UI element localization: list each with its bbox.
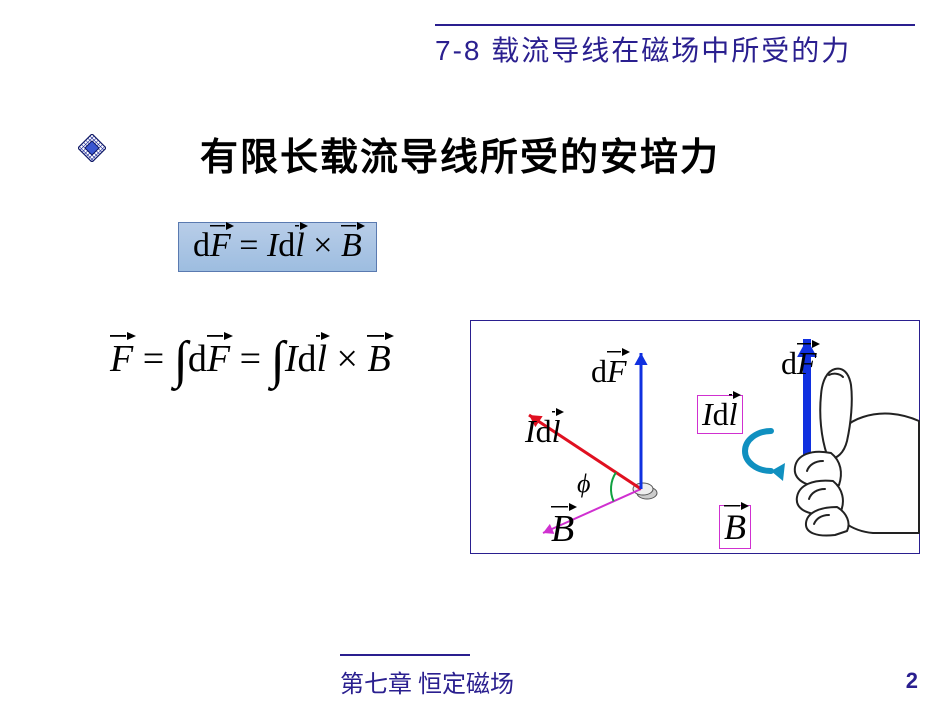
bullet-icon [78, 134, 106, 162]
eq2-eq2: = [230, 338, 270, 380]
eq1-I: I [267, 227, 278, 264]
label-B-box: B [719, 505, 751, 549]
label-Idl-left: Idl [525, 413, 561, 450]
eq1-l: l [295, 227, 304, 264]
eq2-eq1: = [133, 338, 173, 380]
eq1-d2: d [278, 227, 295, 264]
vector-diagram: dF Idl ϕ B Idl B dF [470, 320, 920, 554]
equation-2: F = ∫dF = ∫Idl × B [110, 325, 391, 384]
eq2-times: × [327, 338, 367, 380]
eq2-F2: F [207, 338, 230, 380]
eq1-F: F [210, 227, 231, 264]
section-header: 7-8 载流导线在磁场中所受的力 [435, 24, 915, 72]
eq2-d2: d [297, 338, 316, 380]
eq2-I: I [285, 338, 298, 380]
eq1-eq: = [231, 227, 267, 264]
slide-title: 有限长载流导线所受的安培力 [200, 126, 720, 181]
equation-1: dF = Idl × B [178, 222, 377, 272]
footer-text: 第七章 恒定磁场 [340, 664, 514, 699]
header-rule [435, 24, 915, 26]
eq1-d: d [193, 227, 210, 264]
eq2-l: l [316, 338, 327, 380]
header-text: 7-8 载流导线在磁场中所受的力 [435, 30, 915, 72]
eq2-F: F [110, 338, 133, 380]
label-dF-left: dF [591, 353, 627, 390]
label-Idl-box: Idl [697, 395, 743, 434]
eq1-times: × [305, 227, 341, 264]
label-B-left: B [551, 507, 574, 551]
eq1-B: B [341, 227, 362, 264]
eq2-int1: ∫ [174, 332, 188, 389]
eq2-d1: d [188, 338, 207, 380]
page-number: 2 [906, 668, 918, 694]
label-phi: ϕ [577, 469, 590, 499]
eq2-B: B [367, 338, 390, 380]
hand-drawing [751, 361, 921, 551]
footer-rule [340, 654, 470, 656]
eq2-int2: ∫ [271, 332, 285, 389]
